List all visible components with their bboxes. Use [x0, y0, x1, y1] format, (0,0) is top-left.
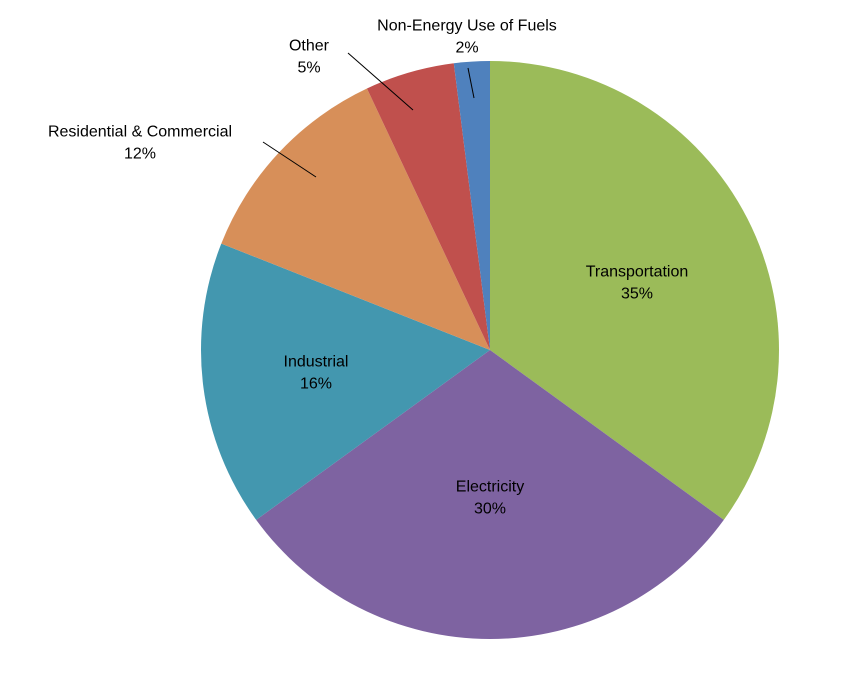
pie-slice-transportation: [490, 61, 780, 520]
leader-line-non-energy-use-of-fuels: [467, 67, 475, 99]
pie-slice-electricity: [256, 350, 724, 640]
leader-line-residential-commercial: [262, 141, 317, 178]
pie-slice-other: [366, 63, 490, 350]
slice-label-non-energy-use-of-fuels: Non-Energy Use of Fuels 2%: [377, 18, 557, 57]
leader-line-other: [347, 52, 414, 111]
pie-slice-industrial: [200, 243, 490, 520]
slice-label-other: Other 5%: [289, 38, 330, 77]
slice-label-residential-commercial: Residential & Commercial 12%: [48, 124, 232, 163]
slice-label-transportation: Transportation 35%: [586, 264, 689, 303]
pie-slice-residential-commercial: [221, 88, 491, 350]
slice-label-electricity: Electricity 30%: [456, 479, 524, 518]
slice-label-industrial: Industrial 16%: [284, 354, 349, 393]
pie-slice-non-energy-use-of-fuels: [453, 61, 490, 350]
